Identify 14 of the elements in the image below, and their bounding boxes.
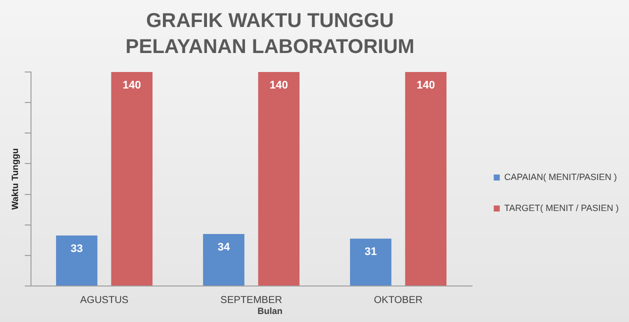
x-tick-label: SEPTEMBER (220, 294, 282, 306)
data-label: 140 (270, 80, 288, 92)
chart-title: GRAFIK WAKTU TUNGGU PELAYANAN LABORATORIUM (124, 9, 416, 60)
data-label: 34 (218, 242, 231, 254)
data-label: 140 (416, 80, 435, 92)
data-label: 140 (122, 80, 142, 92)
data-label: 33 (70, 243, 83, 256)
y-axis-title: Waktu Tunggu (10, 148, 20, 210)
x-tick-label: OKTOBER (374, 294, 423, 306)
legend-label: CAPAIAN( MENIT/PASIEN ) (504, 172, 617, 182)
data-label: 31 (364, 246, 377, 258)
x-axis-title: Bulan (256, 306, 284, 316)
legend-label: TARGET( MENIT / PASIEN ) (504, 202, 619, 213)
x-tick-label: AGUSTUS (80, 294, 129, 306)
